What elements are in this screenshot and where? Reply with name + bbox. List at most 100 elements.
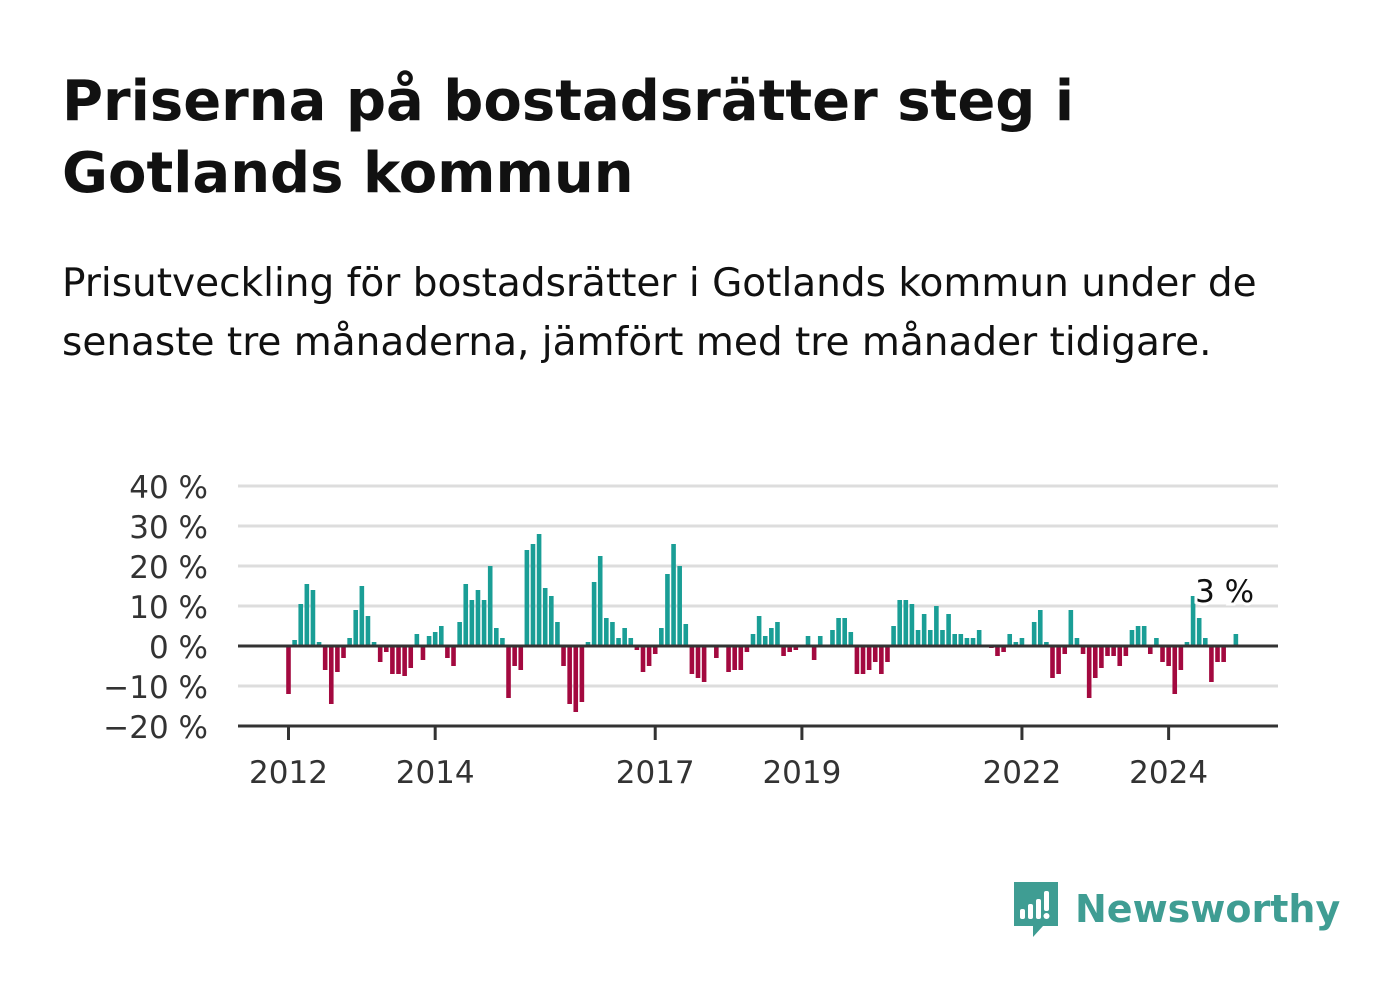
- bar: [995, 646, 1000, 656]
- bar: [628, 638, 634, 646]
- bar: [860, 646, 866, 674]
- x-tick-label: 2012: [249, 755, 328, 791]
- y-tick-label: −20 %: [103, 710, 208, 746]
- bar: [1196, 618, 1202, 646]
- bar: [335, 646, 340, 672]
- bar: [316, 642, 322, 646]
- bar: [463, 584, 469, 646]
- bar: [518, 646, 524, 670]
- bar: [298, 604, 304, 646]
- bar: [952, 634, 958, 646]
- bar: [1019, 638, 1025, 646]
- bar: [414, 634, 420, 646]
- bar: [475, 590, 481, 646]
- bar: [1062, 646, 1068, 654]
- bar: [616, 638, 621, 646]
- page-subtitle: Prisutveckling för bostadsrätter i Gotla…: [62, 261, 1257, 365]
- bar: [830, 630, 835, 646]
- bar: [579, 646, 585, 702]
- bar: [1172, 646, 1178, 694]
- bar: [341, 646, 346, 658]
- bar: [585, 642, 591, 646]
- bar: [1037, 610, 1043, 646]
- bar: [842, 618, 847, 646]
- bar: [1068, 610, 1074, 646]
- bar: [1233, 634, 1239, 646]
- bar: [787, 646, 792, 652]
- bar: [1141, 626, 1147, 646]
- bar: [506, 646, 511, 698]
- bars: [286, 534, 1239, 712]
- bar: [1074, 638, 1080, 646]
- bar: [573, 646, 579, 712]
- bar: [1044, 642, 1049, 646]
- brand-name: Newsworthy: [1075, 887, 1341, 931]
- bar: [536, 534, 542, 646]
- bar: [854, 646, 860, 674]
- bar: [940, 630, 945, 646]
- bar: [567, 646, 572, 704]
- bar: [811, 646, 817, 660]
- bar: [762, 636, 768, 646]
- bar: [909, 604, 915, 646]
- bar: [640, 646, 646, 672]
- bar: [781, 646, 786, 656]
- bar: [622, 628, 627, 646]
- bar: [921, 614, 927, 646]
- bar: [775, 622, 780, 646]
- bar-chart: −20 %−10 %0 %10 %20 %30 %40 % 2012 2014 20…: [103, 470, 1278, 791]
- x-tick-label: 2024: [1129, 755, 1208, 791]
- bar: [1001, 646, 1006, 652]
- y-axis-ticks: −20 % −10 % 0 % 10 % 20 % 30 % 40 %: [103, 470, 208, 746]
- bar: [1105, 646, 1110, 656]
- bar: [1215, 646, 1220, 662]
- bar: [891, 626, 896, 646]
- bar: [365, 616, 371, 646]
- bar: [958, 634, 964, 646]
- bar: [1154, 638, 1159, 646]
- bar: [872, 646, 878, 662]
- brand: Newsworthy: [1011, 878, 1340, 940]
- bar: [439, 626, 444, 646]
- bar: [714, 646, 719, 658]
- bar: [1080, 646, 1086, 654]
- bar: [665, 574, 670, 646]
- bar: [469, 600, 475, 646]
- bar: [683, 624, 689, 646]
- bar: [328, 646, 334, 704]
- bar: [561, 646, 566, 666]
- bar: [927, 630, 933, 646]
- bar: [549, 596, 554, 646]
- bar: [915, 630, 921, 646]
- bar: [1147, 646, 1153, 654]
- bar: [1129, 630, 1135, 646]
- y-tick-label: 30 %: [129, 510, 208, 546]
- x-tick-label: 2017: [616, 755, 695, 791]
- bar: [451, 646, 456, 666]
- x-tick-label: 2019: [762, 755, 841, 791]
- bar: [457, 622, 462, 646]
- bar: [1135, 626, 1141, 646]
- bar: [671, 544, 676, 646]
- bar: [604, 618, 609, 646]
- bar: [1117, 646, 1123, 666]
- bar: [445, 646, 450, 658]
- bar: [1184, 642, 1190, 646]
- bar: [1099, 646, 1104, 668]
- bar: [793, 646, 799, 650]
- bar: [555, 622, 560, 646]
- bar: [934, 606, 939, 646]
- y-tick-label: 10 %: [129, 590, 208, 626]
- bar: [652, 646, 658, 654]
- bar: [1050, 646, 1055, 678]
- bar: [542, 588, 548, 646]
- bar: [677, 566, 682, 646]
- y-tick-label: 20 %: [129, 550, 208, 586]
- bar: [292, 640, 297, 646]
- y-tick-label: −10 %: [103, 670, 208, 706]
- bar: [494, 628, 499, 646]
- bar: [732, 646, 737, 670]
- bar: [1092, 646, 1098, 678]
- bar: [310, 590, 316, 646]
- bar: [396, 646, 401, 674]
